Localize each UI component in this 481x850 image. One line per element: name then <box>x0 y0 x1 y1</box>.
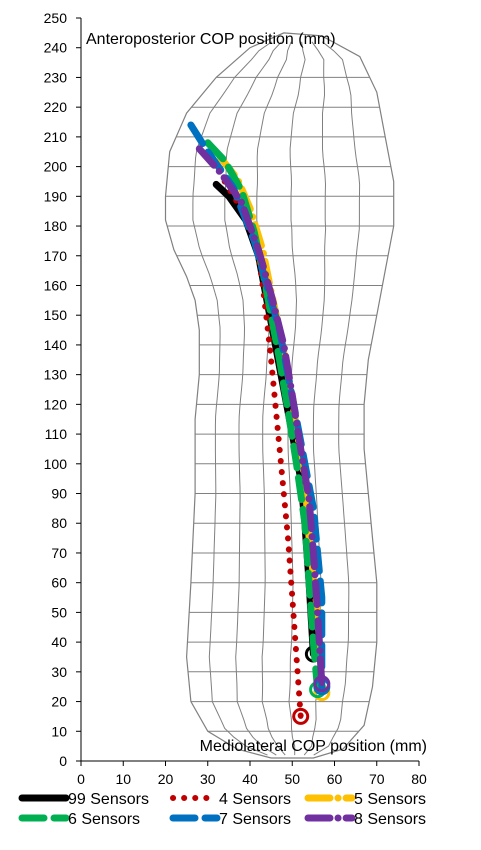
y-tick-label: 80 <box>51 515 67 531</box>
y-tick-label: 240 <box>44 40 68 56</box>
x-tick-label: 50 <box>284 771 300 787</box>
legend: 99 Sensors 4 Sensors 5 Sensors 6 Sensors 7 S… <box>18 791 426 828</box>
y-tick-label: 220 <box>44 99 68 115</box>
x-tick-label: 80 <box>411 771 427 787</box>
legend-label: 4 Sensors <box>219 791 291 808</box>
y-tick-label: 120 <box>44 396 68 412</box>
y-tick-label: 160 <box>44 277 68 293</box>
foot-grid-line <box>256 41 292 756</box>
legend-label: 99 Sensors <box>68 791 149 808</box>
foot-grid-line <box>224 41 282 756</box>
legend-label: 6 Sensors <box>68 811 140 828</box>
y-tick-label: 60 <box>51 575 67 591</box>
y-tick-label: 170 <box>44 248 68 264</box>
legend-label: 7 Sensors <box>219 811 291 828</box>
x-tick-label: 60 <box>327 771 343 787</box>
y-tick-label: 250 <box>44 10 68 26</box>
x-tick-label: 10 <box>115 771 131 787</box>
y-tick-label: 200 <box>44 159 68 175</box>
series-end-marker <box>313 675 331 693</box>
y-tick-label: 20 <box>51 694 67 710</box>
x-tick-label: 30 <box>200 771 216 787</box>
y-tick-label: 90 <box>51 486 67 502</box>
foot-outline <box>164 32 395 759</box>
y-tick-label: 190 <box>44 188 68 204</box>
y-tick-label: 230 <box>44 69 68 85</box>
y-tick-label: 150 <box>44 307 68 323</box>
y-tick-label: 50 <box>51 604 67 620</box>
series-end-marker <box>292 707 310 725</box>
x-axis-title: Mediolateral COP position (mm) <box>200 738 427 755</box>
x-ticks: 0 10 20 30 40 50 60 70 80 <box>77 761 427 787</box>
y-tick-label: 70 <box>51 545 67 561</box>
x-tick-label: 70 <box>369 771 385 787</box>
series-line-8-sensors <box>195 145 326 688</box>
y-tick-label: 180 <box>44 218 68 234</box>
y-tick-label: 40 <box>51 634 67 650</box>
y-tick-label: 140 <box>44 337 68 353</box>
y-tick-label: 100 <box>44 456 68 472</box>
y-axis-title: Anteroposterior COP position (mm) <box>86 31 336 48</box>
series-end-dot <box>319 681 325 687</box>
x-tick-label: 40 <box>242 771 258 787</box>
x-tick-label: 0 <box>77 771 85 787</box>
y-ticks: 0 10 20 30 40 50 60 70 80 90 100 110 120 130 140 150 160… <box>44 10 81 769</box>
foot-grid-line <box>313 41 361 756</box>
y-tick-label: 130 <box>44 367 68 383</box>
y-tick-label: 0 <box>59 753 67 769</box>
series <box>187 121 331 725</box>
y-tick-label: 110 <box>45 426 68 442</box>
y-tick-label: 10 <box>51 723 67 739</box>
series-end-dot <box>298 713 304 719</box>
y-tick-label: 210 <box>44 129 68 145</box>
legend-label: 8 Sensors <box>354 811 426 828</box>
series-line-6-sensors <box>204 139 322 694</box>
axes <box>80 18 419 762</box>
y-tick-label: 30 <box>51 664 67 680</box>
legend-label: 5 Sensors <box>354 791 426 808</box>
foot-grid-line <box>192 41 273 756</box>
x-tick-label: 20 <box>158 771 174 787</box>
